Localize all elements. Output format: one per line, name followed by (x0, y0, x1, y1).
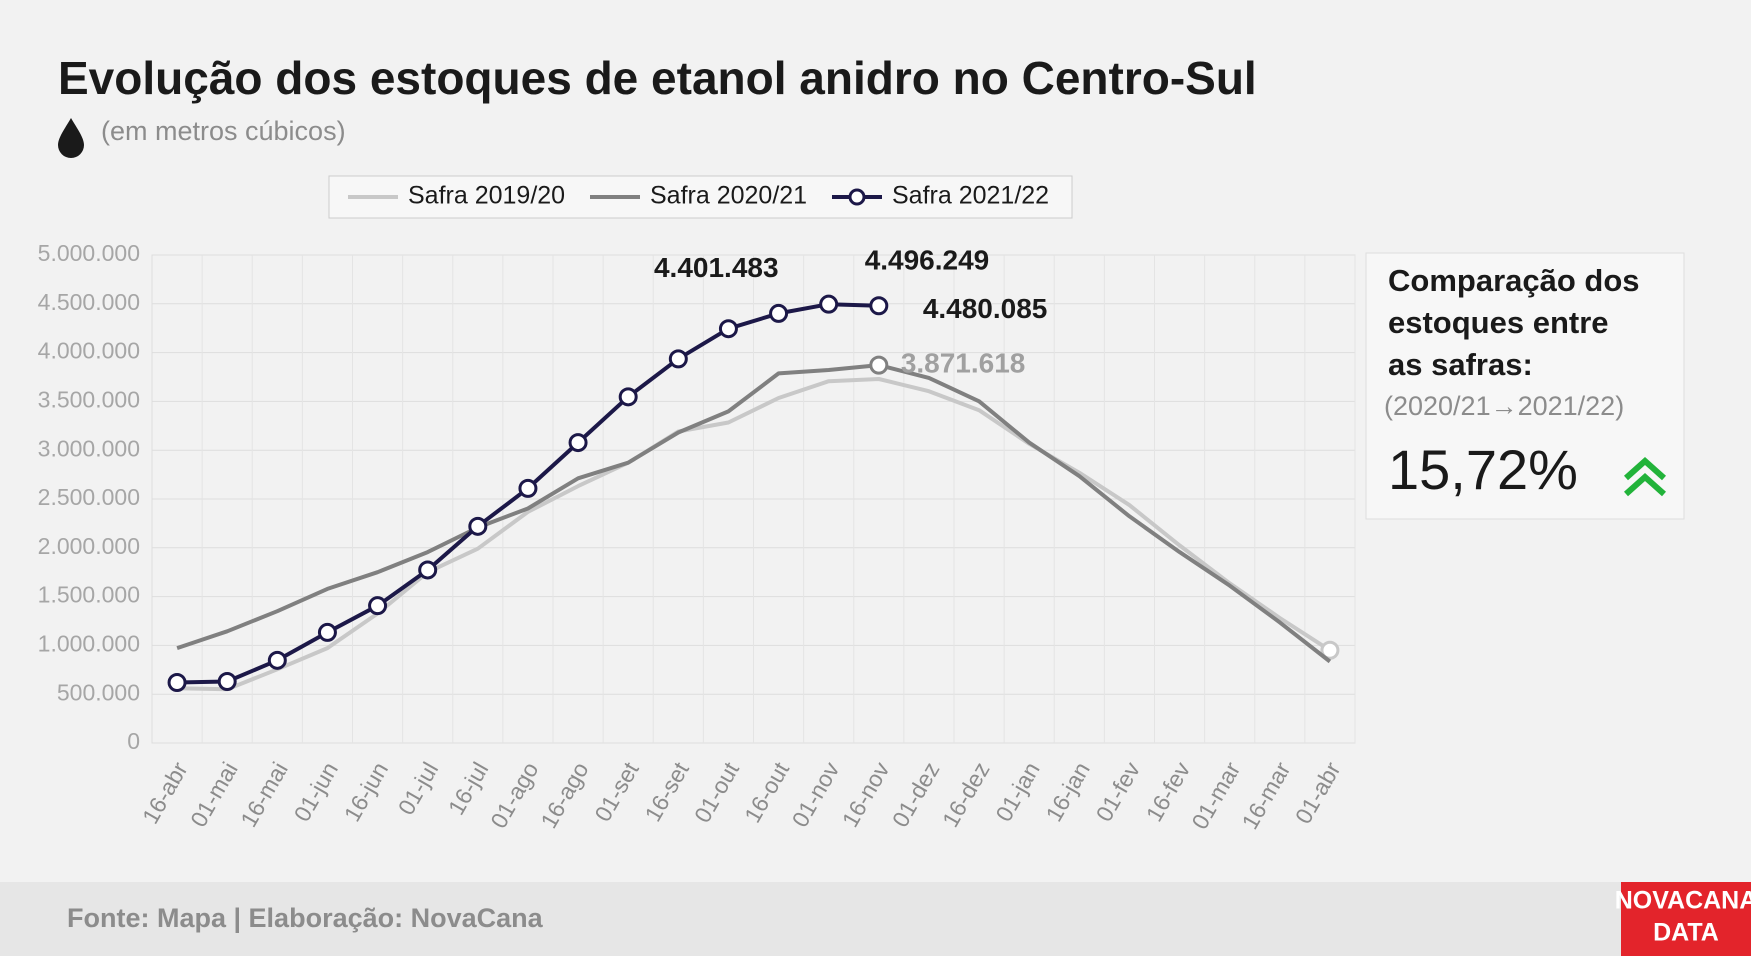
legend-label: Safra 2021/22 (892, 182, 1049, 210)
point-marker (267, 650, 287, 670)
y-tick-label: 3.500.000 (38, 386, 140, 412)
comparison-title: as safras: (1388, 347, 1533, 382)
y-tick-label: 3.000.000 (38, 435, 140, 461)
point-marker (217, 672, 237, 692)
point-marker (1320, 640, 1340, 660)
point-marker (869, 355, 889, 375)
point-marker (368, 596, 388, 616)
series-line (177, 377, 1331, 692)
y-tick-label: 2.000.000 (38, 533, 140, 559)
point-marker (317, 622, 337, 642)
point-marker (718, 319, 738, 339)
point-marker (769, 303, 789, 323)
y-tick-label: 500.000 (57, 679, 140, 705)
point-marker (668, 349, 688, 369)
drop-icon (58, 118, 84, 158)
data-label: 4.480.085 (923, 293, 1048, 324)
point-marker (568, 433, 588, 453)
logo-text: DATA (1653, 919, 1719, 947)
legend-label: Safra 2019/20 (408, 182, 565, 210)
y-tick-label: 4.000.000 (38, 338, 140, 364)
y-tick-label: 1.500.000 (38, 582, 140, 608)
data-label: 3.871.618 (901, 348, 1026, 379)
series-line (176, 363, 1332, 664)
y-tick-label: 4.500.000 (38, 289, 140, 315)
comparison-title: estoques entre (1388, 305, 1609, 340)
point-marker (468, 516, 488, 536)
logo-text: NOVACANA (1615, 887, 1751, 915)
data-label: 4.401.483 (654, 252, 779, 283)
chart-subtitle: (em metros cúbicos) (101, 116, 346, 146)
comparison-period: (2020/21→2021/22) (1384, 391, 1624, 421)
comparison-value: 15,72% (1388, 438, 1578, 501)
up-arrow-icon (1623, 456, 1667, 497)
point-marker (518, 478, 538, 498)
legend-marker (848, 188, 866, 206)
comparison-title: Comparação dos (1388, 263, 1640, 298)
logo (1621, 882, 1751, 956)
legend-box (328, 175, 1073, 219)
y-tick-label: 0 (127, 728, 140, 754)
footer-source: Fonte: Mapa | Elaboração: NovaCana (67, 903, 544, 933)
data-label: 4.496.249 (865, 245, 990, 276)
point-marker (869, 296, 889, 316)
point-marker (167, 672, 187, 692)
y-tick-label: 2.500.000 (38, 484, 140, 510)
legend-label: Safra 2020/21 (650, 182, 807, 210)
point-marker (418, 560, 438, 580)
footer-band (0, 882, 1751, 956)
y-tick-label: 5.000.000 (38, 240, 140, 266)
point-marker (618, 387, 638, 407)
point-marker (819, 294, 839, 314)
chart-title: Evolução dos estoques de etanol anidro n… (58, 52, 1257, 104)
y-tick-label: 1.000.000 (38, 630, 140, 656)
